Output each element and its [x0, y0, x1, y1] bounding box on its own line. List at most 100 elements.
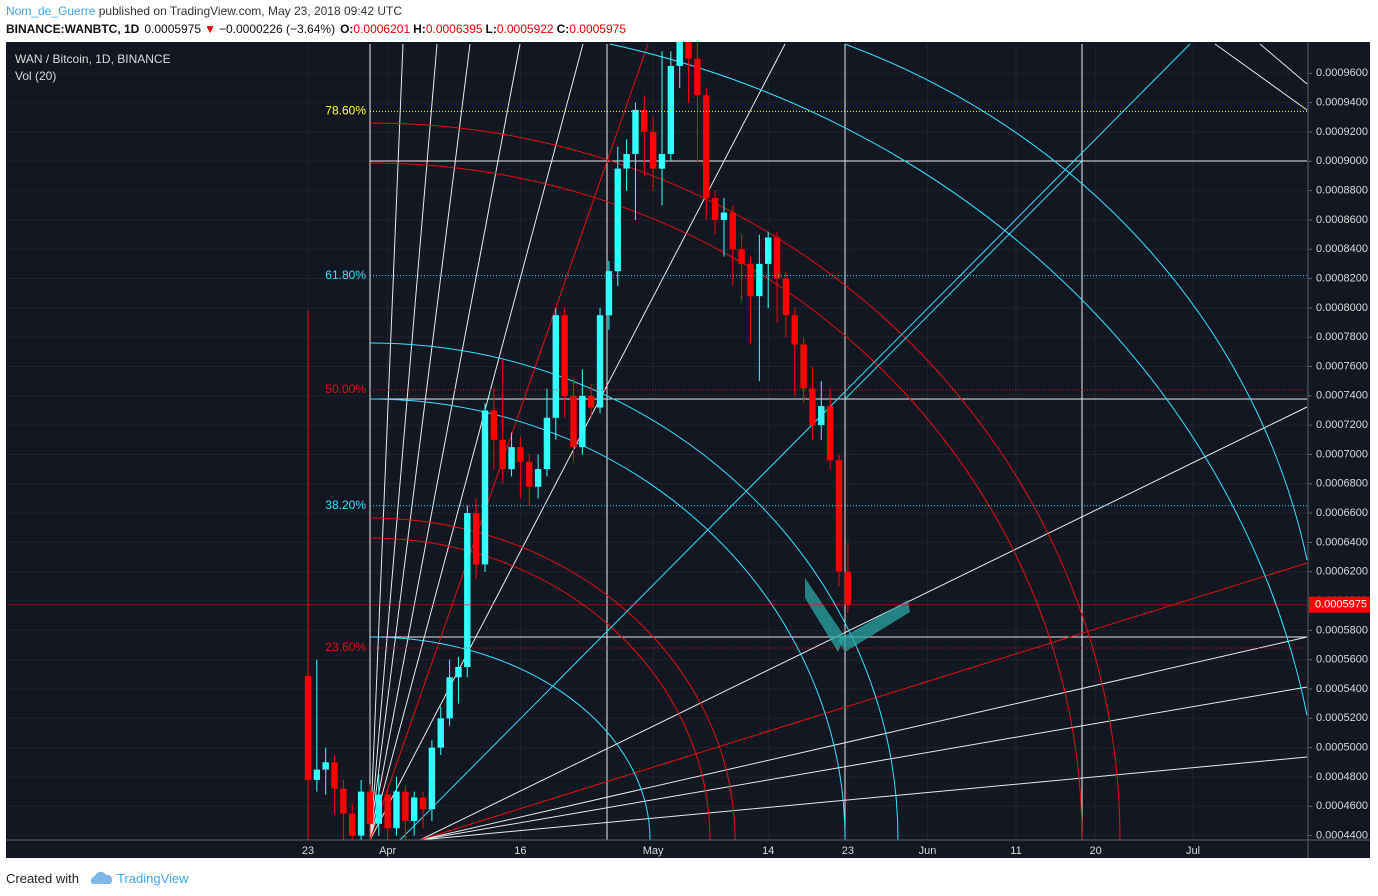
- candle-body: [464, 513, 471, 668]
- author[interactable]: Nom_de_Guerre: [6, 4, 96, 18]
- candle-body: [349, 813, 356, 836]
- grid: [8, 44, 1307, 840]
- y-tick-label: 0.0007200: [1316, 419, 1368, 431]
- candle-body: [729, 212, 736, 250]
- symbol: BINANCE:WANBTC, 1D: [6, 22, 140, 36]
- candle-body: [534, 469, 542, 487]
- candle-body: [773, 237, 781, 279]
- candle-body: [632, 109, 639, 154]
- ohlc-label: L:: [486, 22, 497, 36]
- candle-body: [526, 461, 533, 487]
- y-tick-label: 0.0005400: [1316, 683, 1368, 695]
- candle-body: [711, 197, 719, 220]
- x-tick-label: 23: [842, 845, 854, 857]
- ohlc-value: 0.0006201: [353, 22, 410, 36]
- chart-title: WAN / Bitcoin, 1D, BINANCE: [15, 52, 171, 66]
- candle-body: [649, 131, 657, 169]
- candle-body: [384, 794, 391, 829]
- candle-body: [472, 513, 480, 565]
- x-tick-label: 16: [514, 845, 526, 857]
- candle-body: [570, 395, 577, 448]
- candle-body: [623, 153, 630, 169]
- candle-body: [393, 791, 400, 829]
- candle-body: [685, 42, 692, 59]
- x-tick-label: 11: [1010, 845, 1021, 857]
- candle-body: [455, 667, 462, 678]
- candle-body: [552, 315, 559, 418]
- y-tick-label: 0.0005600: [1316, 654, 1368, 666]
- fib-label: 78.60%: [325, 104, 366, 118]
- y-tick-label: 0.0007000: [1316, 448, 1368, 460]
- ohlc-value: 0.0005922: [497, 22, 554, 36]
- candle-body: [844, 571, 852, 605]
- published: published on TradingView.com, May 23, 20…: [95, 4, 402, 18]
- candle-body: [747, 263, 754, 297]
- candle-body: [402, 791, 409, 821]
- fib-label: 61.80%: [325, 268, 366, 282]
- candle-body: [667, 65, 675, 154]
- footer-created: Created with: [6, 871, 79, 886]
- overlay: 0.0004400 0.0004600 0.0004800 0.0005000 0.00…: [8, 67, 1370, 857]
- ohlc-label: H:: [413, 22, 426, 36]
- candle-body: [411, 797, 418, 821]
- x-tick-label: Jun: [919, 845, 937, 857]
- y-tick-label: 0.0009400: [1316, 97, 1368, 109]
- candle-body: [676, 42, 683, 66]
- candle-body: [765, 237, 772, 264]
- brand-icon: [90, 871, 113, 884]
- x-tick-label: Apr: [379, 845, 396, 857]
- x-tick-label: May: [643, 845, 664, 857]
- fib-label: 23.60%: [325, 640, 366, 654]
- price: 0.0005975: [144, 22, 201, 36]
- chart-subtitle: Vol (20): [15, 69, 56, 83]
- candle-body: [826, 406, 834, 461]
- fib-label: 38.20%: [325, 498, 366, 512]
- candle-body: [756, 263, 763, 297]
- symbol-line: BINANCE:WANBTC, 1D 0.0005975 ▼ −0.0000226 (…: [6, 22, 626, 36]
- candle-body: [782, 278, 790, 316]
- candle-body: [720, 212, 728, 220]
- candle-body: [428, 747, 436, 810]
- footer-brand[interactable]: TradingView: [117, 871, 189, 886]
- candle-body: [543, 417, 551, 470]
- ohlc-label: C:: [557, 22, 570, 36]
- y-tick-label: 0.0009600: [1316, 67, 1368, 79]
- candle-body: [437, 718, 444, 748]
- y-tick-label: 0.0004800: [1316, 771, 1368, 783]
- last-price-label: 0.0005975: [1315, 599, 1367, 611]
- candle-body: [313, 769, 321, 780]
- fib-label: 50.00%: [325, 382, 366, 396]
- last-price-box: [1309, 596, 1370, 613]
- y-tick-label: 0.0006200: [1316, 566, 1368, 578]
- candle-body: [446, 677, 453, 719]
- y-tick-label: 0.0005000: [1316, 742, 1368, 754]
- candle-body: [703, 95, 710, 198]
- ohlc-value: 0.0005975: [569, 22, 626, 36]
- y-tick-label: 0.0006800: [1316, 478, 1368, 490]
- y-tick-label: 0.0009000: [1316, 155, 1368, 167]
- candle-body: [800, 344, 807, 389]
- candle-body: [791, 315, 798, 345]
- candle-body: [835, 460, 843, 572]
- chart-panel: [6, 42, 1370, 858]
- candle-body: [818, 406, 825, 426]
- y-tick-label: 0.0008400: [1316, 243, 1368, 255]
- candle-body: [375, 794, 382, 824]
- y-tick-label: 0.0005200: [1316, 712, 1368, 724]
- candle-body: [490, 410, 498, 440]
- change: −0.0000226 (−3.64%): [219, 22, 335, 36]
- candle-body: [340, 788, 347, 814]
- y-tick-label: 0.0004400: [1316, 830, 1368, 842]
- candle-body: [809, 388, 816, 426]
- candle-body: [419, 797, 427, 810]
- candle-body: [304, 675, 312, 780]
- candle-body: [357, 791, 365, 836]
- y-tick-label: 0.0007600: [1316, 360, 1368, 372]
- candle-body: [658, 153, 666, 169]
- y-tick-label: 0.0006600: [1316, 507, 1368, 519]
- y-tick-label: 0.0007800: [1316, 331, 1368, 343]
- candle-body: [366, 791, 374, 824]
- change-arrow: ▼: [204, 22, 216, 36]
- y-tick-label: 0.0007400: [1316, 390, 1368, 402]
